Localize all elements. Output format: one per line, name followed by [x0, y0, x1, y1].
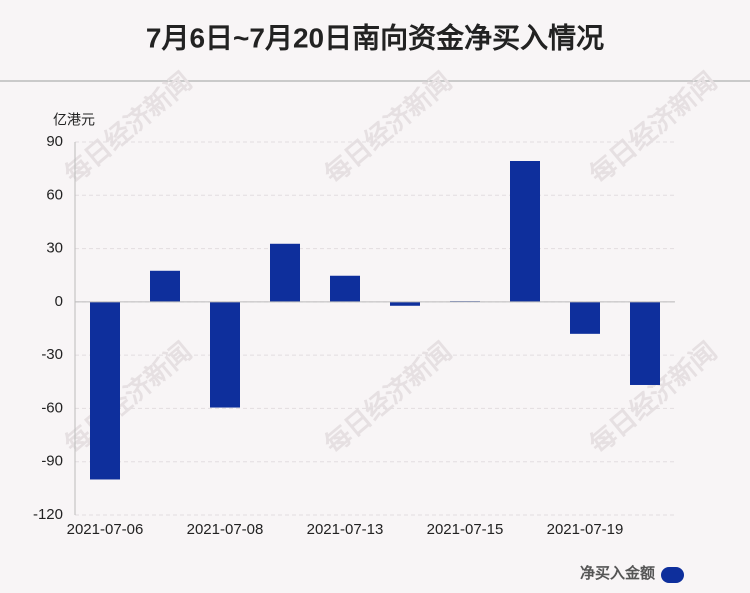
y-tick-label: -90 — [41, 453, 63, 470]
y-tick-label: 0 — [55, 293, 63, 310]
x-tick-label: 2021-07-08 — [187, 521, 264, 538]
y-tick-label: 60 — [46, 186, 63, 203]
x-tick-label: 2021-07-15 — [427, 521, 504, 538]
legend-label: 净买入金额 — [580, 564, 655, 582]
y-tick-label: -60 — [41, 399, 63, 416]
y-tick-label: -120 — [33, 506, 63, 523]
bar — [210, 301, 240, 408]
y-tick-label: 30 — [46, 240, 63, 257]
y-axis-label: 亿港元 — [53, 112, 95, 128]
y-tick-label: 90 — [46, 133, 63, 150]
bar — [270, 243, 300, 302]
bar — [570, 301, 600, 334]
bar — [630, 301, 660, 385]
bar — [510, 161, 540, 302]
legend-swatch — [661, 567, 684, 583]
x-tick-label: 2021-07-19 — [547, 521, 624, 538]
x-tick-label: 2021-07-06 — [67, 521, 144, 538]
chart-title: 7月6日~7月20日南向资金净买入情况 — [146, 21, 604, 53]
x-tick-label: 2021-07-13 — [307, 521, 384, 538]
bar — [90, 301, 120, 480]
bar — [390, 301, 420, 306]
bar — [150, 270, 180, 302]
y-tick-label: -30 — [41, 346, 63, 363]
bar — [330, 275, 360, 302]
